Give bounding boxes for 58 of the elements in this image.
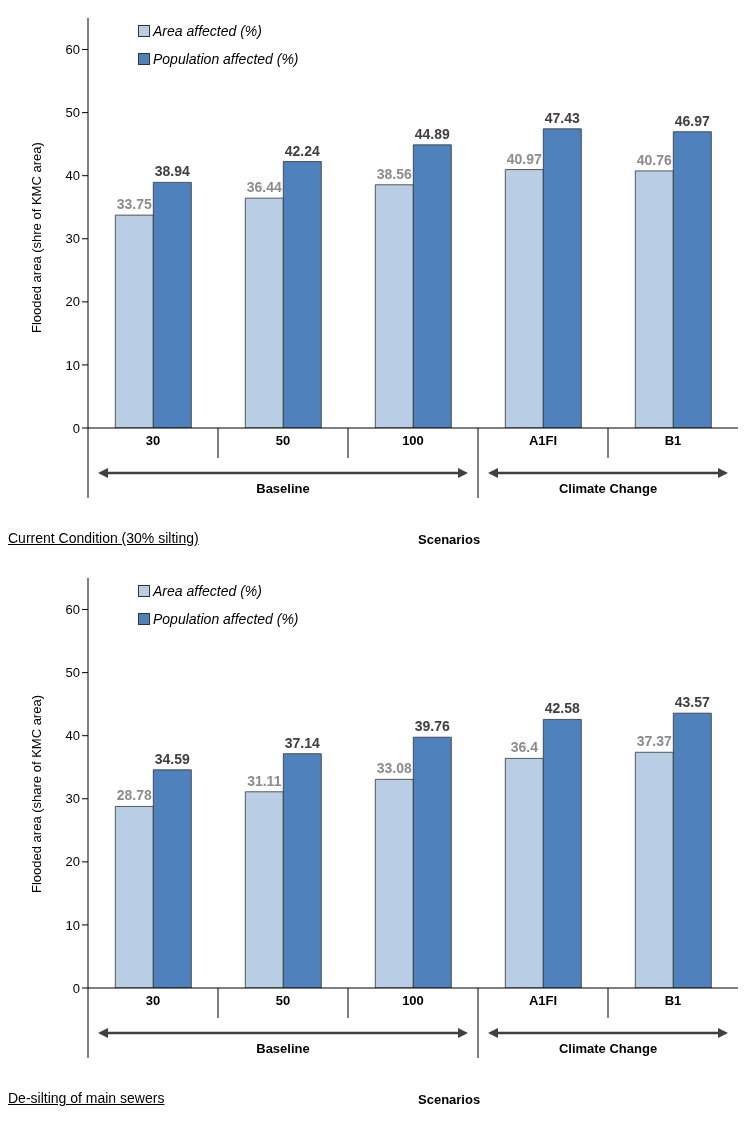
x-tick-label: 100 <box>402 993 424 1009</box>
x-axis-title: Scenarios <box>418 1092 481 1107</box>
text: Baseline <box>256 481 310 496</box>
y-tick-label: 40 <box>65 168 80 184</box>
data-label: 38.56 <box>376 165 413 182</box>
legend-label: Area affected (%) <box>151 583 263 599</box>
data-label: 40.97 <box>506 150 543 167</box>
data-label: 31.11 <box>247 772 282 789</box>
data-label: 33.75 <box>116 196 153 213</box>
y-tick-label: 60 <box>65 602 80 618</box>
x-tick-label: A1FI <box>528 993 558 1009</box>
data-label: 37.37 <box>636 733 673 750</box>
y-axis-title: Flooded area (shre of KMC area) <box>28 142 44 333</box>
text: De-silting of main sewers <box>8 1090 165 1106</box>
data-label: 47.43 <box>544 109 581 126</box>
x-tick-label: 50 <box>275 993 291 1009</box>
x-tick-label: 30 <box>145 433 161 449</box>
data-label: 42.58 <box>544 700 581 717</box>
y-tick-label: 0 <box>72 420 80 436</box>
y-tick-label: 50 <box>65 105 80 121</box>
legend-label: Area affected (%) <box>151 23 263 39</box>
y-tick-label: 10 <box>65 357 80 373</box>
text: Climate Change <box>558 481 658 496</box>
data-label: 34.59 <box>154 750 191 767</box>
data-label: 36.44 <box>246 179 283 196</box>
data-label: 43.57 <box>674 694 711 711</box>
y-axis-title: Flooded area (share of KMC area) <box>28 695 44 893</box>
y-tick-label: 60 <box>65 42 80 58</box>
y-tick-label: 40 <box>65 728 80 744</box>
y-tick-label: 20 <box>65 854 80 870</box>
legend-label: Population affected (%) <box>152 51 300 67</box>
y-tick-label: 50 <box>65 665 80 681</box>
data-label: 33.08 <box>376 760 413 777</box>
data-label: 36.4 <box>510 739 539 756</box>
text: Current Condition (30% silting) <box>8 530 199 546</box>
data-label: 38.94 <box>154 163 191 180</box>
data-label: 40.76 <box>636 151 673 168</box>
x-tick-label: A1FI <box>528 433 558 449</box>
y-tick-label: 10 <box>65 917 80 933</box>
data-label: 44.89 <box>414 125 451 142</box>
y-tick-label: 30 <box>65 231 80 247</box>
y-tick-label: 20 <box>65 294 80 310</box>
x-tick-label: 100 <box>402 433 424 449</box>
x-tick-label: B1 <box>664 993 682 1009</box>
x-tick-label: B1 <box>664 433 682 449</box>
x-axis-title: Scenarios <box>418 532 481 547</box>
text: Climate Change <box>558 1041 658 1056</box>
x-tick-label: 50 <box>275 433 291 449</box>
data-label: 37.14 <box>284 734 321 751</box>
y-tick-label: 30 <box>65 791 80 807</box>
data-label: 42.24 <box>284 142 321 159</box>
data-label: 28.78 <box>116 787 153 804</box>
data-label: 39.76 <box>414 718 451 735</box>
y-tick-label: 0 <box>72 980 80 996</box>
legend-label: Population affected (%) <box>152 611 300 627</box>
text: Baseline <box>256 1041 310 1056</box>
x-tick-label: 30 <box>145 993 161 1009</box>
data-label: 46.97 <box>674 112 711 129</box>
